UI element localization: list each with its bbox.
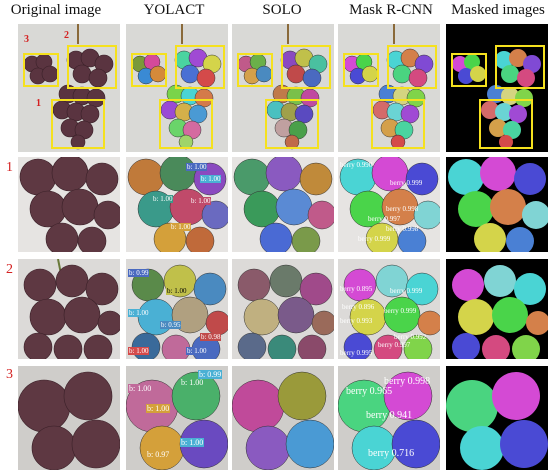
mrcnn-r2-label-3: berry 0.999 bbox=[384, 307, 417, 315]
mrcnn-r1-label-1: berry 0.999 bbox=[390, 179, 423, 187]
row2-maskrcnn: berry 0.895 berry 0.999 berry 0.896 berr… bbox=[338, 259, 440, 359]
column-title-solo: SOLO bbox=[262, 2, 302, 18]
yolact-r3-label-2: b: 0.99 bbox=[198, 370, 223, 379]
row1-solo bbox=[232, 157, 334, 252]
row-label-3: 3 bbox=[6, 367, 13, 382]
yolact-r3-label-4: b: 1.00 bbox=[180, 438, 205, 447]
row1-yolact: b: 1.00 b: 1.00 b: 1.00 b: 1.00 b: 1.00 bbox=[126, 157, 228, 252]
mrcnn-r2-label-1: berry 0.999 bbox=[390, 287, 423, 295]
yolact-r1-label-1: b: 1.00 bbox=[200, 175, 222, 183]
yolact-r1-label-2: b: 1.00 bbox=[152, 195, 174, 203]
column-title-masked: Masked images bbox=[451, 2, 545, 18]
mrcnn-r3-label-3: berry 0.716 bbox=[368, 448, 415, 459]
row3-maskrcnn: berry 0.965 berry 0.998 berry 0.941 berr… bbox=[338, 366, 440, 470]
row2-original bbox=[18, 259, 120, 359]
mrcnn-r2-label-4: berry 0.993 bbox=[340, 317, 373, 325]
overview-original bbox=[18, 24, 120, 152]
yolact-r2-label-6: b: 1.00 bbox=[186, 347, 208, 355]
yolact-r1-label-3: b: 1.00 bbox=[190, 197, 212, 205]
overview-masked bbox=[446, 24, 548, 152]
yolact-r1-label-4: b: 1.00 bbox=[170, 223, 192, 231]
annotation-2: 2 bbox=[64, 30, 69, 41]
row-label-1: 1 bbox=[6, 160, 13, 175]
column-title-original: Original image bbox=[10, 2, 102, 18]
yolact-r3-label-5: b: 0.97 bbox=[146, 450, 171, 459]
overview-yolact bbox=[126, 24, 228, 152]
row1-maskrcnn: berry 0.990 berry 0.999 berry 0.998 berr… bbox=[338, 157, 440, 252]
overview-maskrcnn bbox=[338, 24, 440, 152]
yolact-r2-label-2: b: 1.00 bbox=[128, 309, 150, 317]
mrcnn-r1-label-5: berry 0.999 bbox=[358, 235, 391, 243]
row3-solo bbox=[232, 366, 334, 470]
annotation-3: 3 bbox=[24, 34, 29, 45]
row2-yolact: b: 0.99 b: 1.00 b: 1.00 b: 0.95 b: 0.98 … bbox=[126, 259, 228, 359]
annotation-1: 1 bbox=[36, 98, 41, 109]
yolact-r1-label-0: b: 1.00 bbox=[186, 163, 208, 171]
mrcnn-r3-label-0: berry 0.965 bbox=[346, 386, 393, 397]
yolact-r3-label-1: b: 1.00 bbox=[180, 378, 205, 387]
row1-original bbox=[18, 157, 120, 252]
mrcnn-r2-label-6: berry 0.997 bbox=[378, 341, 411, 349]
row-label-2: 2 bbox=[6, 262, 13, 277]
mrcnn-r3-label-2: berry 0.941 bbox=[366, 410, 413, 421]
row3-masked bbox=[446, 366, 548, 470]
yolact-r2-label-4: b: 0.98 bbox=[200, 333, 222, 341]
mrcnn-r1-label-3: berry 0.997 bbox=[368, 215, 401, 223]
mrcnn-r1-label-2: berry 0.998 bbox=[386, 205, 419, 213]
column-title-maskrcnn: Mask R-CNN bbox=[349, 2, 433, 18]
mrcnn-r2-label-2: berry 0.896 bbox=[342, 303, 375, 311]
row1-masked bbox=[446, 157, 548, 252]
mrcnn-r2-label-5: berry 0.992 bbox=[394, 333, 427, 341]
mrcnn-r1-label-4: berry 0.998 bbox=[386, 225, 419, 233]
yolact-r2-label-3: b: 0.95 bbox=[160, 321, 182, 329]
overview-solo bbox=[232, 24, 334, 152]
row2-solo bbox=[232, 259, 334, 359]
yolact-r3-label-0: b: 1.00 bbox=[128, 384, 153, 393]
yolact-r2-label-5: b: 1.00 bbox=[128, 347, 150, 355]
yolact-r3-label-3: b: 1.00 bbox=[146, 404, 171, 413]
yolact-r2-label-0: b: 0.99 bbox=[128, 269, 150, 277]
mrcnn-r2-label-7: berry 0.995 bbox=[340, 349, 373, 357]
mrcnn-r1-label-0: berry 0.990 bbox=[340, 161, 373, 169]
row3-original bbox=[18, 366, 120, 470]
row2-masked bbox=[446, 259, 548, 359]
yolact-r2-label-1: b: 1.00 bbox=[166, 287, 188, 295]
column-title-yolact: YOLACT bbox=[143, 2, 205, 18]
mrcnn-r3-label-1: berry 0.998 bbox=[384, 376, 431, 387]
mrcnn-r2-label-0: berry 0.895 bbox=[340, 285, 373, 293]
row3-yolact: b: 1.00 b: 1.00 b: 0.99 b: 1.00 b: 1.00 … bbox=[126, 366, 228, 470]
